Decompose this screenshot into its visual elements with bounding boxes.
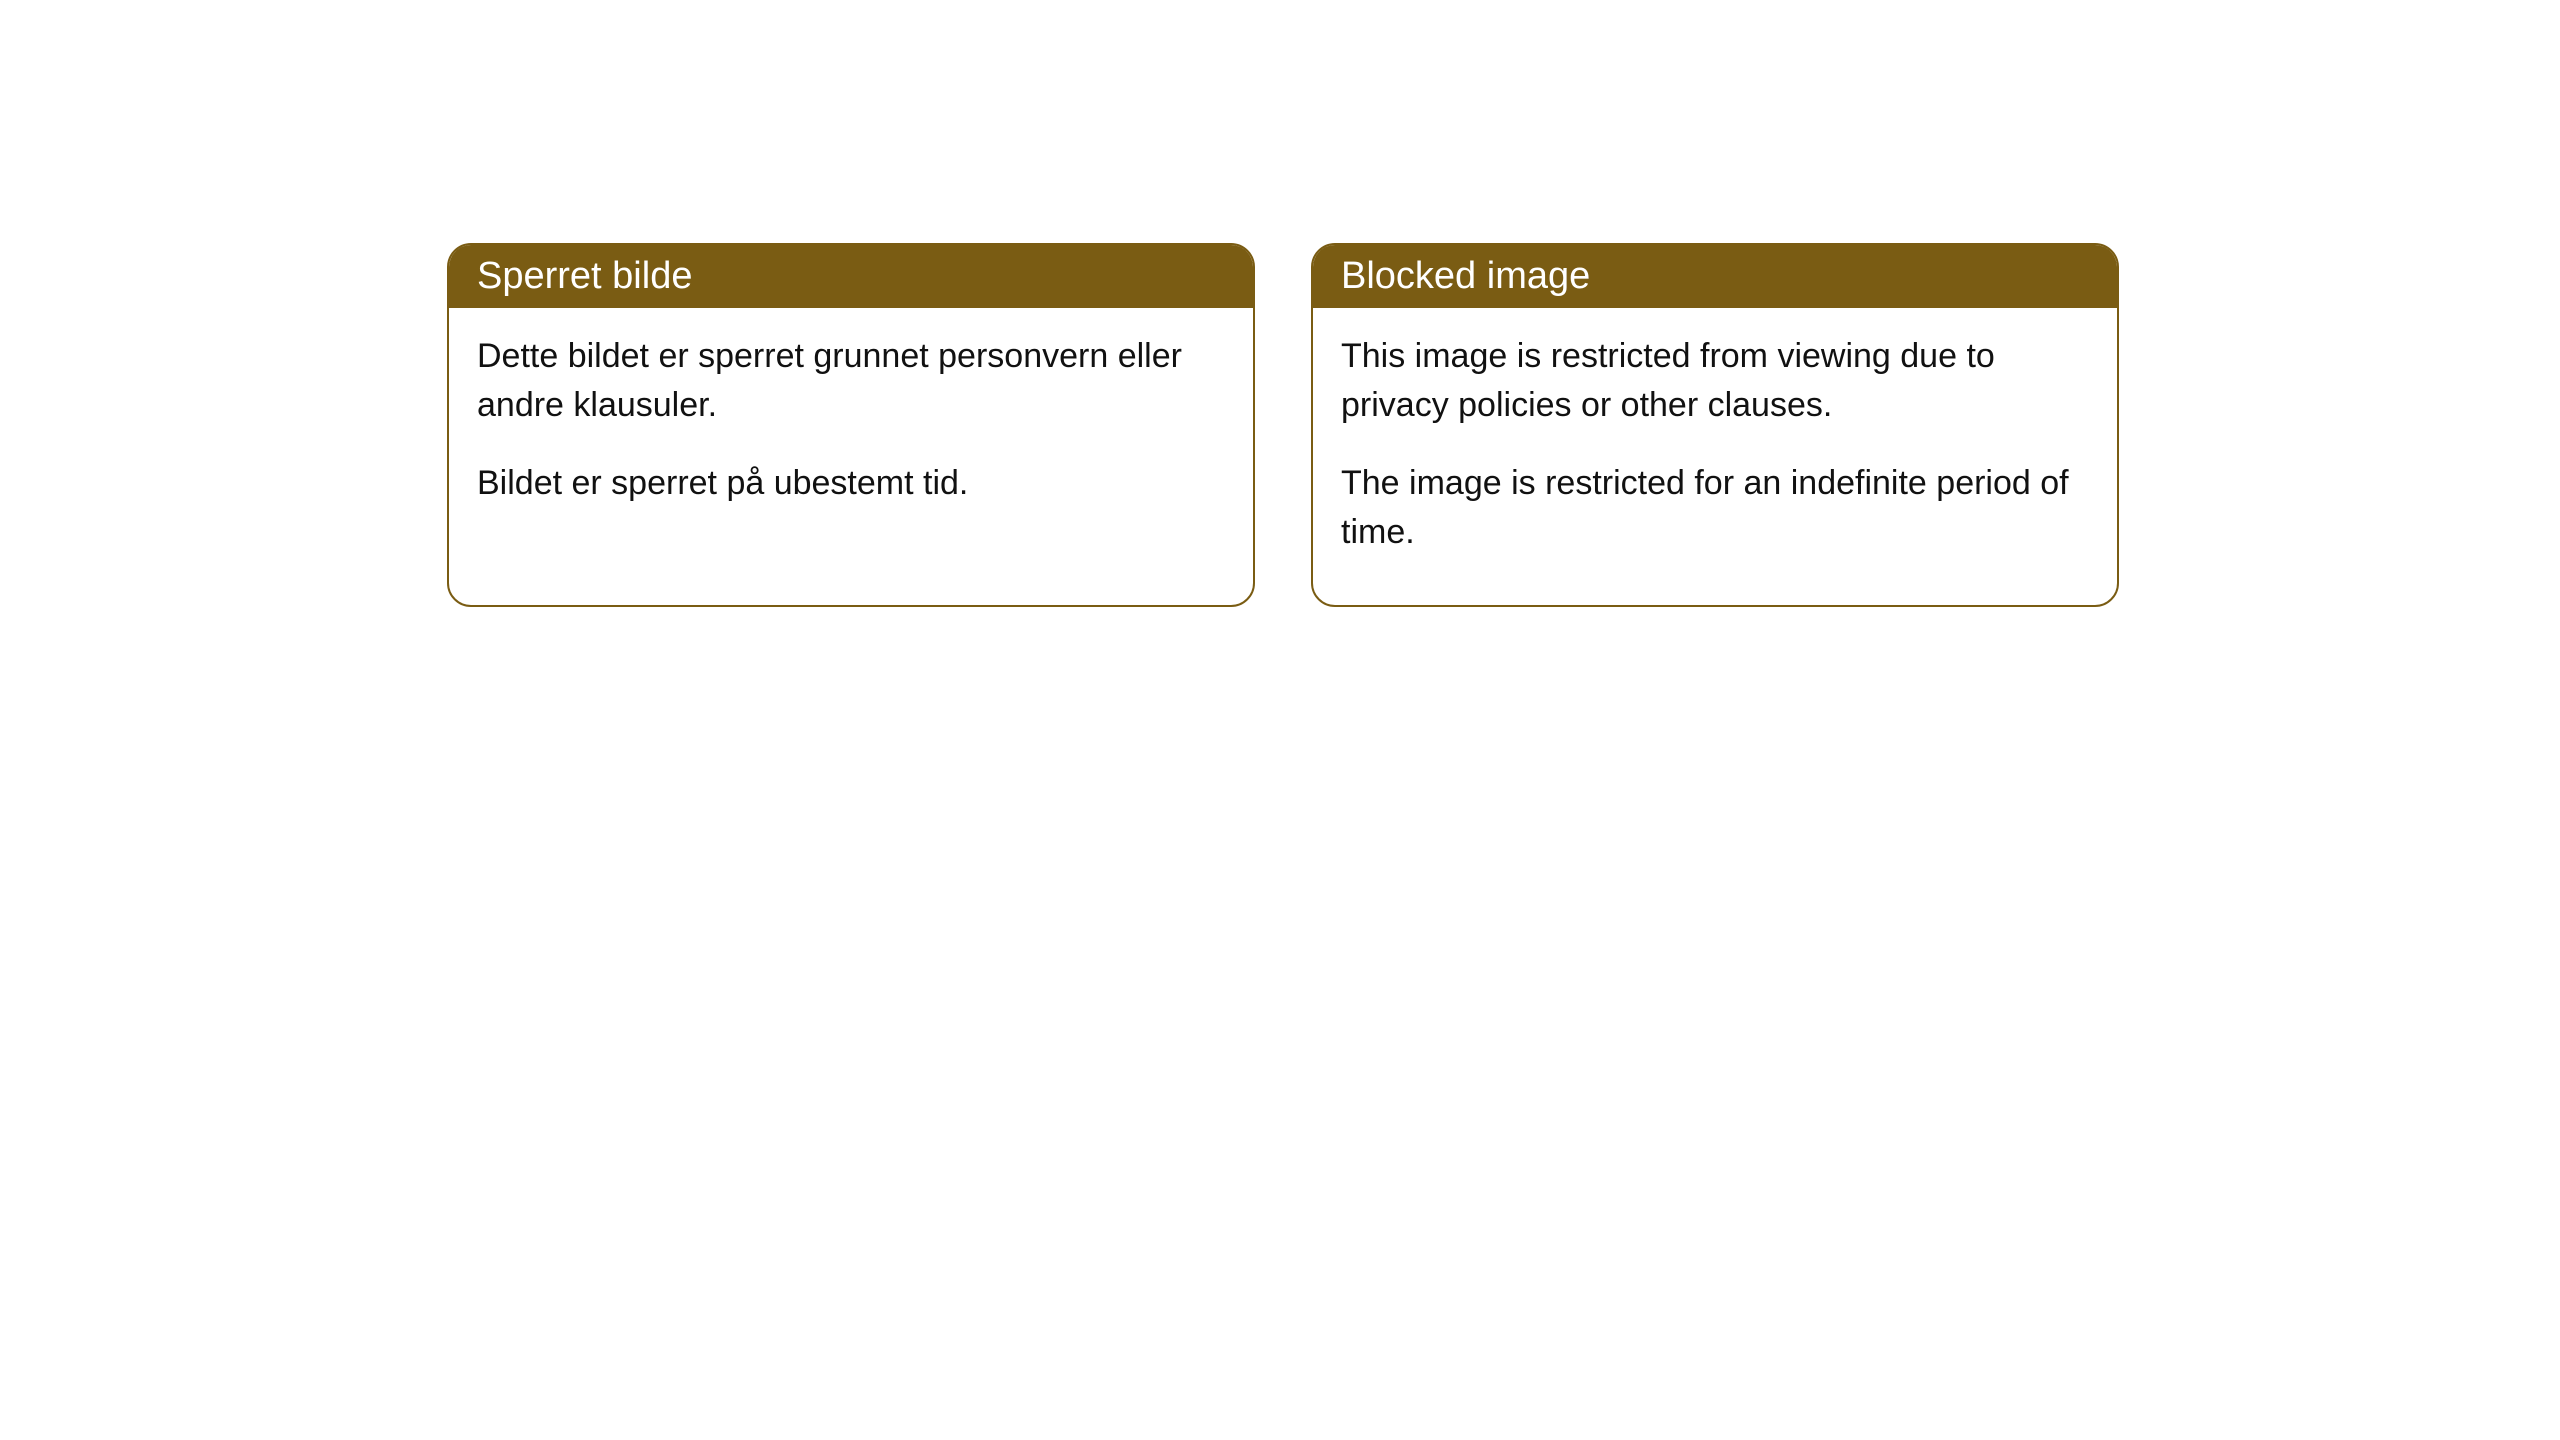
card-paragraph-2-no: Bildet er sperret på ubestemt tid.	[477, 459, 1225, 508]
card-header-no: Sperret bilde	[449, 245, 1253, 308]
card-paragraph-2-en: The image is restricted for an indefinit…	[1341, 459, 2089, 558]
blocked-image-card-en: Blocked image This image is restricted f…	[1311, 243, 2119, 607]
card-title-en: Blocked image	[1341, 255, 1590, 297]
card-paragraph-1-no: Dette bildet er sperret grunnet personve…	[477, 332, 1225, 431]
card-title-no: Sperret bilde	[477, 255, 692, 297]
card-header-en: Blocked image	[1313, 245, 2117, 308]
blocked-image-card-no: Sperret bilde Dette bildet er sperret gr…	[447, 243, 1255, 607]
card-body-en: This image is restricted from viewing du…	[1313, 308, 2117, 605]
notice-cards-container: Sperret bilde Dette bildet er sperret gr…	[447, 243, 2119, 607]
card-paragraph-1-en: This image is restricted from viewing du…	[1341, 332, 2089, 431]
card-body-no: Dette bildet er sperret grunnet personve…	[449, 308, 1253, 556]
